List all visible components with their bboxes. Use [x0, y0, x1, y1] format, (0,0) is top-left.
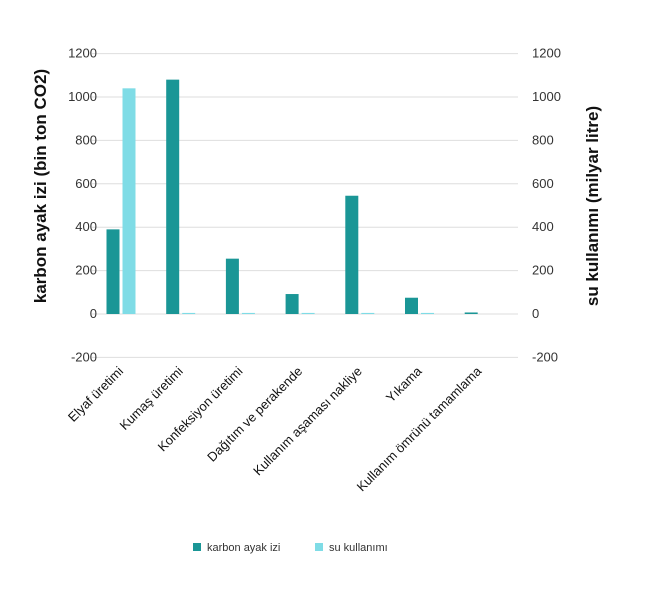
bars: [106, 79, 478, 314]
left-axis-ticks: -200 0 200 400 600 800 1000 1200: [68, 46, 97, 365]
bar-water: [361, 312, 375, 314]
legend: karbon ayak izi su kullanımı: [193, 542, 388, 554]
bar-water: [301, 312, 315, 314]
right-axis-ticks: -200 0 200 400 600 800 1000 1200: [532, 46, 561, 365]
right-tick-label: 600: [532, 176, 554, 191]
bar-carbon: [464, 312, 478, 314]
right-tick-label: 200: [532, 263, 554, 278]
left-tick-label: 400: [75, 219, 97, 234]
right-tick-label: 1000: [532, 89, 561, 104]
category-label: Kullanım aşaması nakliye: [250, 364, 365, 479]
left-tick-label: 0: [90, 306, 97, 321]
left-tick-label: 1000: [68, 89, 97, 104]
legend-swatch-water: [315, 543, 323, 551]
right-tick-label: -200: [532, 349, 558, 364]
right-tick-label: 0: [532, 306, 539, 321]
bar-water: [241, 312, 255, 314]
category-label: Yıkama: [383, 363, 425, 405]
bar-water: [421, 312, 434, 314]
left-tick-label: 1200: [68, 46, 97, 61]
bar-carbon: [106, 229, 120, 314]
left-tick-label: 200: [75, 263, 97, 278]
bar-carbon: [405, 297, 418, 314]
legend-label-water: su kullanımı: [329, 542, 388, 554]
left-axis-title: karbon ayak izi (bin ton CO2): [31, 69, 50, 303]
left-tick-label: -200: [71, 349, 97, 364]
bar-water: [182, 312, 196, 314]
gridlines: [92, 53, 518, 358]
legend-label-carbon: karbon ayak izi: [207, 542, 280, 554]
bar-carbon: [345, 195, 359, 314]
right-tick-label: 1200: [532, 46, 561, 61]
legend-swatch-carbon: [193, 543, 201, 551]
category-label: Kullanım ömrünü tamamlama: [354, 363, 485, 494]
bar-carbon: [285, 294, 299, 314]
right-tick-label: 800: [532, 132, 554, 147]
right-axis-title: su kullanımı (milyar litre): [583, 106, 602, 306]
bar-carbon: [225, 258, 239, 314]
bar-carbon: [166, 79, 180, 314]
left-tick-label: 600: [75, 176, 97, 191]
category-label: Elyaf üretimi: [65, 363, 126, 424]
bar-water: [122, 88, 136, 314]
left-tick-label: 800: [75, 132, 97, 147]
right-tick-label: 400: [532, 219, 554, 234]
